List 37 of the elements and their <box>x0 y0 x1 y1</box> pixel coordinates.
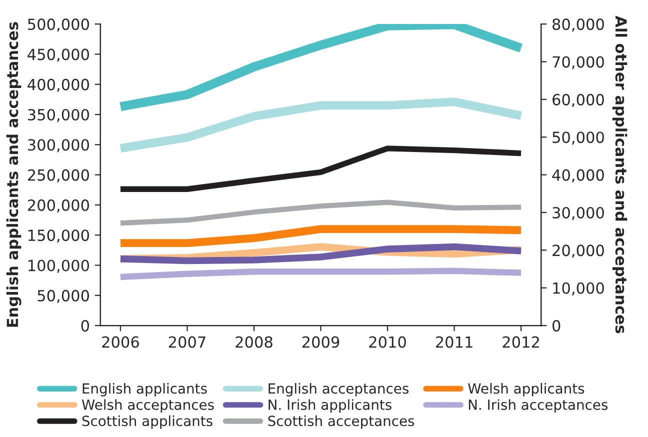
y2-tick-label: 50,000 <box>552 132 604 145</box>
x-tick-label: 2008 <box>236 336 272 348</box>
legend-label: N. Irish applicants <box>268 399 392 413</box>
y2-tick-label: 10,000 <box>553 282 604 296</box>
x-tick-label: 2006 <box>102 336 139 348</box>
y-tick-label: 250,000 <box>28 169 90 182</box>
y2-tick-label: 80,000 <box>552 18 604 32</box>
x-tick-label: 2012 <box>502 336 539 348</box>
y2-tick-label: 60,000 <box>552 94 604 107</box>
y-tick-label: 50,000 <box>38 290 90 303</box>
y2-axis-title: All other applicants and acceptances <box>612 16 628 334</box>
x-tick-label: 2007 <box>168 336 206 348</box>
y2-tick-label: 40,000 <box>552 169 604 182</box>
legend-label: Scottish acceptances <box>268 415 414 429</box>
y-tick-label: 500,000 <box>28 18 90 32</box>
legend-label: English applicants <box>82 382 207 396</box>
y2-tick-label: 70,000 <box>552 56 604 70</box>
y2-tick-label: 30,000 <box>552 206 604 220</box>
y-tick-label: 400,000 <box>28 78 90 92</box>
y-tick-label: 150,000 <box>28 230 90 243</box>
y-tick-label: 450,000 <box>28 48 90 62</box>
y2-tick-label: 20,000 <box>552 244 604 258</box>
y-tick-label: 300,000 <box>28 139 90 152</box>
x-tick-label: 2009 <box>302 336 340 348</box>
legend-label: Scottish applicants <box>82 415 212 429</box>
y-tick-label: 350,000 <box>28 108 90 122</box>
legend-label: N. Irish acceptances <box>468 399 608 413</box>
y-tick-label: 200,000 <box>28 199 90 213</box>
x-tick-label: 2011 <box>436 336 472 348</box>
legend-label: English acceptances <box>268 382 409 396</box>
y-axis-title: English applicants and acceptances <box>6 22 22 327</box>
y2-tick-label: 0 <box>552 320 560 332</box>
y-tick-label: 100,000 <box>28 260 90 273</box>
x-tick-label: 2010 <box>369 336 406 348</box>
legend-label: Welsh applicants <box>468 382 584 396</box>
legend-label: Welsh acceptances <box>82 399 214 413</box>
y-tick-label: 0 <box>81 320 90 332</box>
